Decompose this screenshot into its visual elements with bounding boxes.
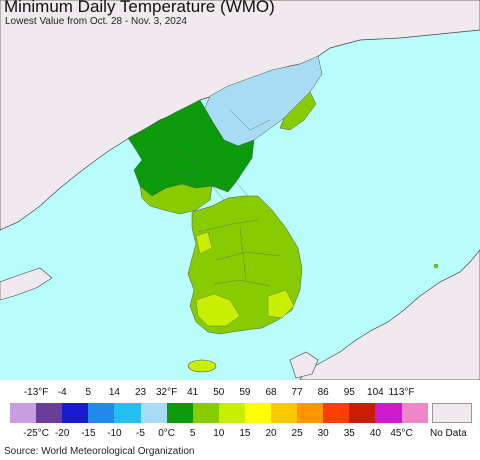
fahrenheit-tick: 68: [265, 387, 277, 398]
celsius-tick: 35: [343, 428, 355, 439]
legend-swatch: [218, 403, 246, 423]
ulleung: [433, 263, 439, 269]
sk-warm-1: [195, 293, 241, 327]
celsius-tick: 15: [239, 428, 251, 439]
no-data-swatch: [432, 403, 472, 423]
legend-swatch: [244, 403, 272, 423]
celsius-tick: -25°C: [23, 428, 49, 439]
celsius-tick: 25: [291, 428, 303, 439]
sk-warm-3: [195, 231, 213, 255]
sk-warm-2: [267, 289, 295, 319]
celsius-tick: -10: [107, 428, 122, 439]
legend-swatch: [114, 403, 141, 423]
fahrenheit-tick: 50: [213, 387, 225, 398]
legend-swatch: [323, 403, 350, 423]
celsius-tick: -20: [54, 428, 70, 439]
map-title: Minimum Daily Temperature (WMO): [4, 0, 275, 16]
fahrenheit-tick: 113°F: [388, 387, 415, 398]
map-subtitle: Lowest Value from Oct. 28 - Nov. 3, 2024: [5, 16, 187, 27]
legend-swatch: [401, 403, 429, 423]
celsius-tick: 20: [265, 428, 277, 439]
legend-swatch: [140, 403, 168, 423]
celsius-tick: 10: [213, 428, 225, 439]
fahrenheit-tick: 59: [239, 387, 251, 398]
japan-honshu: [299, 249, 480, 381]
nk-green: [127, 99, 255, 197]
fahrenheit-tick: 86: [317, 387, 329, 398]
nk-east-lime: [279, 91, 317, 131]
shandong: [0, 267, 53, 301]
temperature-map: [0, 0, 480, 381]
nk-cold: [203, 55, 323, 147]
legend-swatch: [349, 403, 376, 423]
legend-swatch: [297, 403, 324, 423]
fahrenheit-tick: 95: [343, 387, 355, 398]
legend-swatch: [10, 403, 37, 423]
legend-swatch: [271, 403, 298, 423]
jeju: [187, 359, 217, 373]
province-lines: [163, 109, 281, 287]
legend-swatch: [88, 403, 115, 423]
celsius-tick: -5: [136, 428, 145, 439]
legend-swatch: [375, 403, 402, 423]
nk-west-lime: [139, 183, 213, 215]
color-legend: -13°F -4 5 14 23 32°F 41 50 59 68 77 86 95 104 113°F -…: [0, 385, 480, 445]
map-svg: [0, 0, 480, 381]
fahrenheit-tick: 104: [367, 387, 384, 398]
celsius-tick: 30: [317, 428, 329, 439]
fahrenheit-tick: 32°F: [155, 387, 178, 398]
fahrenheit-tick: 14: [108, 387, 120, 398]
legend-swatch: [62, 403, 89, 423]
legend-swatch: [192, 403, 220, 423]
fahrenheit-tick: -4: [57, 387, 67, 398]
fahrenheit-tick: 5: [85, 387, 92, 398]
celsius-tick: -15: [81, 428, 96, 439]
celsius-tick: 0°C: [158, 428, 175, 439]
celsius-tick: 5: [189, 428, 196, 439]
legend-swatch: [166, 403, 194, 423]
source-credit: Source: World Meteorological Organizatio…: [4, 446, 195, 457]
celsius-tick: 45°C: [390, 428, 413, 439]
japan-kyushu: [289, 351, 319, 379]
legend-swatch: [36, 403, 63, 423]
fahrenheit-tick: 41: [187, 387, 199, 398]
fahrenheit-tick: -13°F: [23, 387, 49, 398]
no-data-label: No Data: [430, 428, 467, 439]
celsius-tick: 40: [369, 428, 381, 439]
fahrenheit-tick: 77: [291, 387, 303, 398]
fahrenheit-tick: 23: [134, 387, 147, 398]
